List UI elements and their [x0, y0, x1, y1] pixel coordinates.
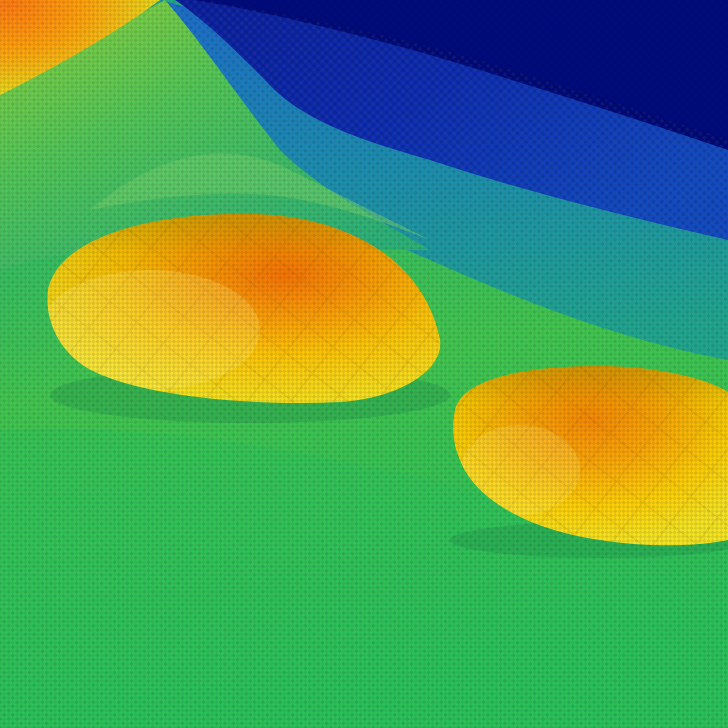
navy-clean — [205, 0, 728, 140]
